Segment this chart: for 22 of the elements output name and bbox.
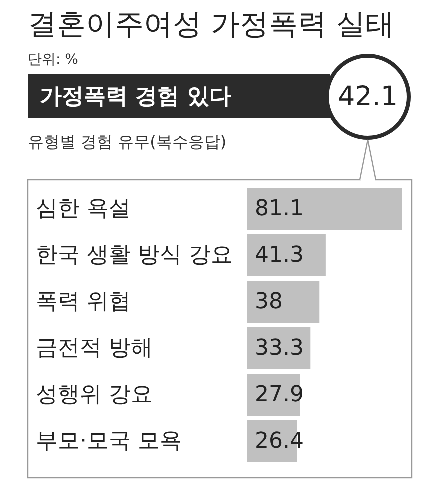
y-tick-label: 심한 욕설	[36, 196, 131, 222]
y-tick-label: 금전적 방해	[36, 336, 153, 361]
y-tick-label: 성행위 강요	[36, 382, 153, 408]
bar	[247, 234, 326, 276]
chart-title: 결혼이주여성 가정폭력 실태	[28, 7, 394, 41]
y-tick-label: 폭력 위협	[36, 290, 131, 314]
text: 단위: %	[28, 52, 78, 68]
data-label: 38	[255, 290, 283, 314]
bar	[247, 328, 311, 370]
data-label: 81.1	[255, 196, 304, 222]
data-label: 26.4	[255, 429, 304, 454]
text: 42.1	[338, 82, 398, 112]
bar	[247, 188, 402, 230]
data-label: 33.3	[255, 336, 304, 361]
data-label: 41.3	[255, 243, 304, 268]
bar	[247, 374, 300, 416]
text: 유형별 경험 유무(복수응답)	[28, 132, 227, 152]
data-label: 27.9	[255, 382, 304, 408]
y-tick-label: 부모·모국 모욕	[36, 429, 182, 454]
y-tick-label: 한국 생활 방식 강요	[36, 243, 233, 268]
bar	[247, 281, 320, 323]
text: 가정폭력 경험 있다	[40, 84, 232, 110]
